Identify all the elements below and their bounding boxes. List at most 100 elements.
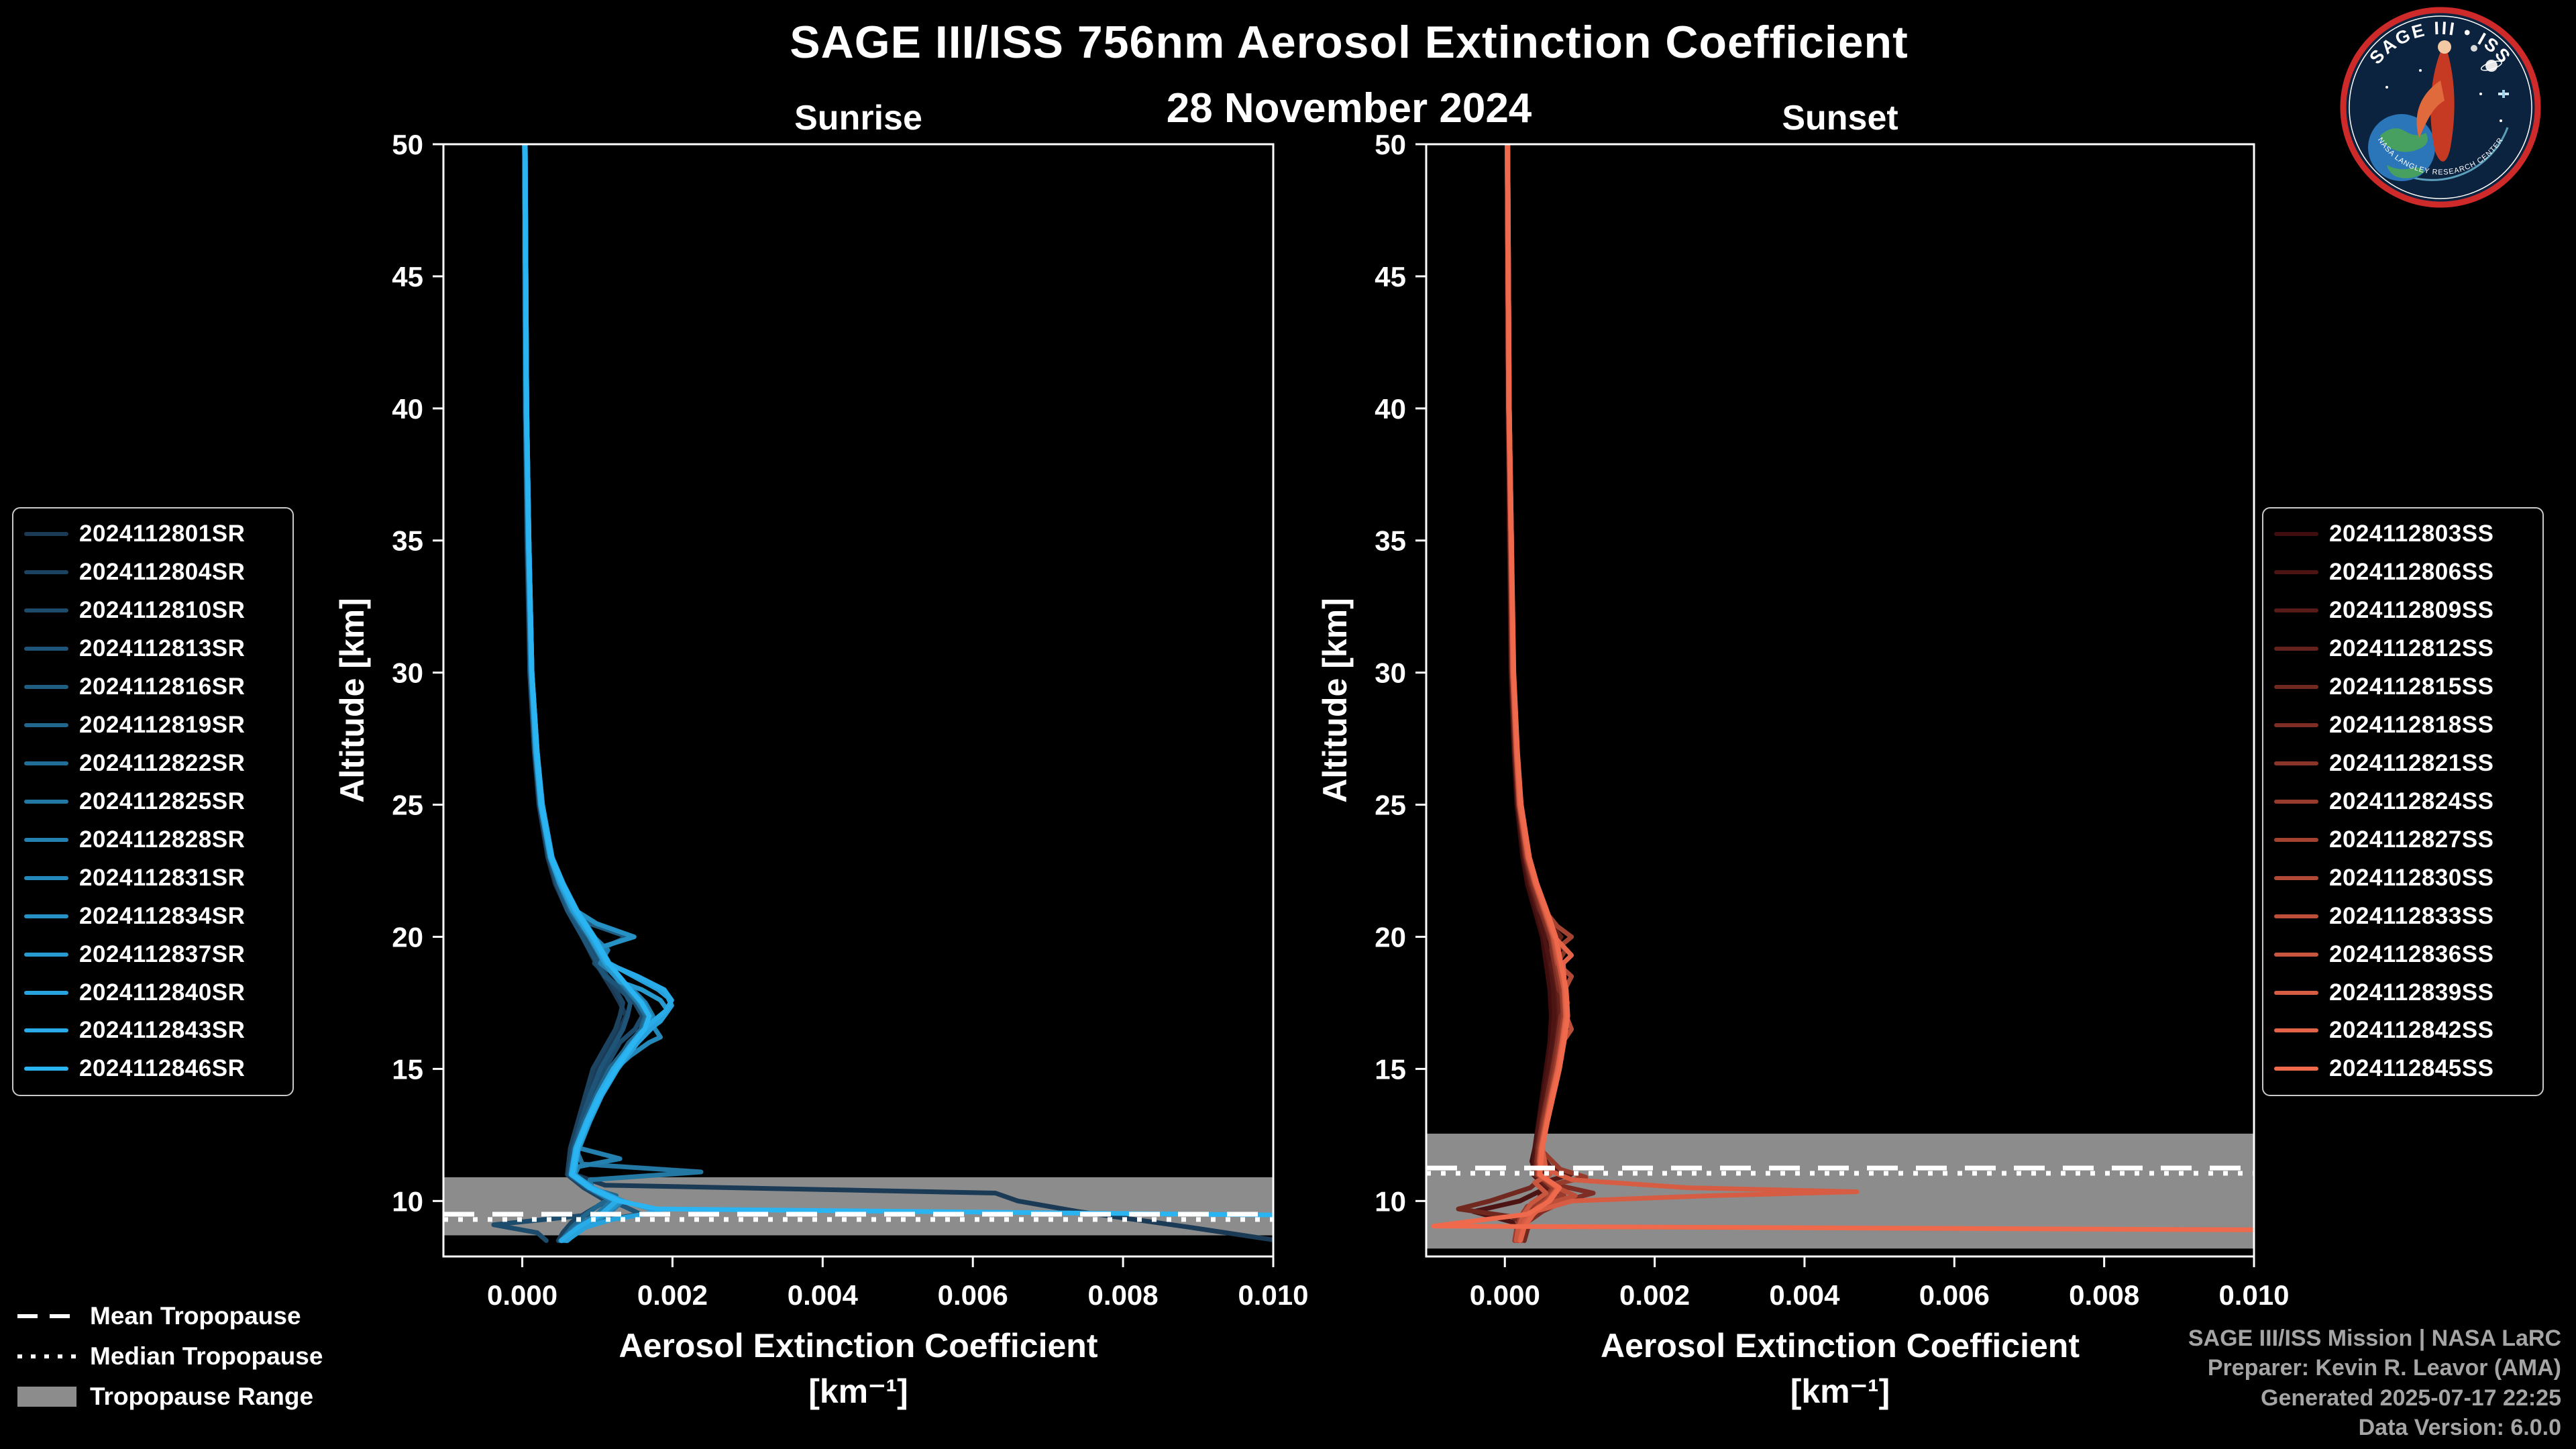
legend-line-swatch: [2274, 685, 2318, 690]
profile-line-2024112809SS: [1505, 144, 1573, 1243]
y-tick-label: 45: [1375, 261, 1406, 292]
x-axis-label: Aerosol Extinction Coefficient: [619, 1327, 1098, 1364]
profile-line-2024112810SR: [491, 144, 645, 1243]
x-tick-label: 0.010: [2218, 1279, 2289, 1311]
legend-label: 2024112828SR: [79, 826, 246, 853]
profile-line-2024112816SR: [523, 144, 653, 1243]
y-tick-label: 25: [1375, 790, 1406, 821]
legend-item: 2024112816SR: [13, 674, 292, 700]
median-tropopause-legend-item: Median Tropopause: [17, 1342, 323, 1371]
legend-item: 2024112809SS: [2263, 597, 2542, 624]
legend-label: 2024112836SS: [2329, 941, 2494, 967]
legend-item: 2024112819SR: [13, 712, 292, 739]
sunrise-panel-title: Sunrise: [794, 99, 922, 138]
x-tick-label: 0.010: [1238, 1279, 1308, 1311]
legend-item: 2024112821SS: [2263, 750, 2542, 777]
legend-item: 2024112801SR: [13, 521, 292, 547]
sunset-legend: 2024112803SS 2024112806SS 2024112809SS 2024…: [2262, 507, 2544, 1096]
tropopause-range-swatch: [17, 1387, 76, 1407]
legend-label: 2024112843SR: [79, 1017, 246, 1044]
legend-line-swatch: [24, 837, 68, 842]
legend-label: 2024112803SS: [2329, 521, 2494, 547]
legend-label: 2024112818SS: [2329, 712, 2494, 739]
legend-line-swatch: [24, 799, 68, 804]
profile-line-2024112833SS: [1505, 144, 1578, 1243]
y-tick-label: 35: [1375, 525, 1406, 557]
legend-item: 2024112846SR: [13, 1055, 292, 1082]
x-tick-label: 0.008: [1088, 1279, 1159, 1311]
legend-item: 2024112818SS: [2263, 712, 2542, 739]
x-tick-label: 0.002: [637, 1279, 708, 1311]
y-tick-label: 10: [1375, 1185, 1406, 1217]
y-tick-label: 20: [1375, 921, 1406, 953]
legend-item: 2024112845SS: [2263, 1055, 2542, 1082]
legend-item: 2024112842SS: [2263, 1017, 2542, 1044]
legend-line-swatch: [24, 647, 68, 651]
x-axis-units: [km⁻¹]: [1790, 1373, 1890, 1410]
legend-label: 2024112819SR: [79, 712, 246, 739]
legend-label: 2024112821SS: [2329, 749, 2494, 776]
x-tick-label: 0.004: [788, 1279, 859, 1311]
legend-label: 2024112801SR: [79, 521, 246, 547]
legend-item: 2024112815SS: [2263, 674, 2542, 700]
legend-label: 2024112813SR: [79, 635, 246, 662]
y-axis-label: Altitude [km]: [1316, 598, 1354, 803]
figure-date: 28 November 2024: [1166, 85, 1532, 131]
median-tropopause-dot-swatch: [17, 1354, 76, 1358]
legend-item: 2024112834SR: [13, 903, 292, 930]
legend-label: 2024112833SS: [2329, 902, 2494, 929]
legend-line-swatch: [2274, 532, 2318, 537]
legend-item: 2024112822SR: [13, 750, 292, 777]
legend-item: 2024112833SS: [2263, 903, 2542, 930]
legend-line-swatch: [2274, 990, 2318, 995]
legend-label: 2024112825SR: [79, 788, 246, 814]
profile-line-2024112846SR: [523, 144, 1273, 1218]
sunrise-plot: 10 15 20 25 30 35 40 45 50 0.000 0.002 0.004 0.006 0.…: [333, 129, 1309, 1410]
legend-line-swatch: [2274, 914, 2318, 918]
legend-line-swatch: [24, 952, 68, 957]
legend-item: 2024112830SS: [2263, 865, 2542, 892]
legend-label: 2024112846SR: [79, 1055, 246, 1082]
credits-block: SAGE III/ISS Mission | NASA LaRC Prepare…: [2188, 1324, 2561, 1442]
y-tick-label: 35: [392, 525, 423, 557]
legend-line-swatch: [2274, 952, 2318, 957]
legend-line-swatch: [2274, 647, 2318, 651]
legend-line-swatch: [2274, 1067, 2318, 1071]
y-axis-label: Altitude [km]: [333, 598, 371, 803]
legend-item: 2024112803SS: [2263, 521, 2542, 547]
mean-tropopause-legend-item: Mean Tropopause: [17, 1301, 323, 1331]
iss-icon: [2498, 90, 2509, 98]
legend-line-swatch: [2274, 875, 2318, 880]
legend-label: 2024112827SS: [2329, 826, 2494, 853]
y-tick-label: 45: [392, 261, 423, 292]
profile-line-2024112845SS: [1431, 144, 2254, 1232]
moon-icon: [2471, 45, 2477, 52]
profile-line-2024112819SR: [522, 144, 648, 1243]
legend-item: 2024112806SS: [2263, 559, 2542, 586]
y-tick-label: 10: [392, 1185, 423, 1217]
legend-line-swatch: [2274, 723, 2318, 728]
legend-label: 2024112809SS: [2329, 597, 2494, 624]
legend-line-swatch: [24, 1028, 68, 1033]
y-tick-label: 15: [392, 1053, 423, 1085]
legend-label: 2024112816SR: [79, 674, 246, 700]
legend-line-swatch: [24, 1067, 68, 1071]
legend-item: 2024112804SR: [13, 559, 292, 586]
legend-item: 2024112843SR: [13, 1017, 292, 1044]
legend-item: 2024112824SS: [2263, 788, 2542, 815]
sage-iii-iss-logo: SAGE III • ISS NASA LANGLEY RESEARCH CEN…: [2340, 7, 2541, 208]
mean-tropopause-label: Mean Tropopause: [90, 1302, 301, 1330]
y-tick-label: 40: [392, 393, 423, 425]
legend-item: 2024112812SS: [2263, 635, 2542, 662]
y-tick-label: 20: [392, 921, 423, 953]
x-tick-label: 0.002: [1619, 1279, 1690, 1311]
profile-line-2024112818SS: [1505, 144, 1596, 1243]
credit-data-version: Data Version: 6.0.0: [2358, 1414, 2561, 1440]
plot-border: [442, 143, 1275, 1258]
y-tick-label: 50: [1375, 129, 1406, 160]
legend-label: 2024112845SS: [2329, 1055, 2494, 1082]
x-axis-label: Aerosol Extinction Coefficient: [1601, 1327, 2080, 1364]
y-tick-label: 15: [1375, 1053, 1406, 1085]
x-tick-label: 0.000: [1470, 1279, 1540, 1311]
legend-label: 2024112822SR: [79, 749, 246, 776]
